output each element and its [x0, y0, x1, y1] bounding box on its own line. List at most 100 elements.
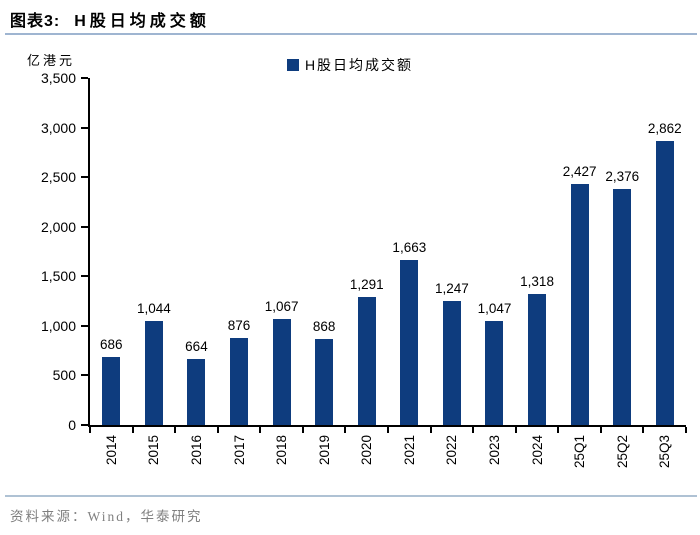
- x-axis-tick-mark: [259, 427, 262, 433]
- y-axis-unit-label: 亿港元: [27, 53, 76, 68]
- x-axis-category-label: 2022: [444, 435, 460, 466]
- bar-value-label: 1,247: [435, 281, 469, 296]
- bar-slot: 2,427 25Q1: [558, 78, 601, 468]
- y-axis-tick-mark: [81, 77, 88, 79]
- figure-number-label: 图表3:: [10, 13, 61, 30]
- bar-slot: 1,247 2022: [431, 78, 474, 465]
- bar-slot: 1,044 2015: [133, 78, 176, 465]
- legend: H股日均成交额: [0, 55, 700, 75]
- bar-2014: [102, 357, 121, 425]
- bar-value-label: 2,376: [605, 169, 640, 184]
- bar-2019: [315, 339, 334, 425]
- x-axis-tick-mark: [429, 427, 432, 433]
- bar-25Q2: [613, 189, 632, 425]
- y-axis-tick-label: 0: [68, 417, 76, 433]
- x-axis-tick-mark: [216, 427, 219, 433]
- x-axis-category-label: 25Q3: [657, 435, 673, 469]
- bar-value-label: 686: [100, 337, 123, 352]
- bar-value-label: 1,067: [264, 299, 299, 314]
- y-axis-tick-mark: [81, 126, 88, 129]
- bar-slot: 1,047 2023: [473, 78, 516, 465]
- y-axis-tick-label: 2,000: [40, 218, 76, 235]
- footer-divider: [5, 495, 697, 497]
- bar-slot: 1,067 2018: [260, 78, 303, 465]
- figure-title: H股日均成交额: [74, 13, 210, 30]
- y-axis-tick-label: 500: [52, 367, 76, 384]
- bar-slot: 2,862 25Q3: [644, 78, 687, 468]
- x-axis-category-label: 2023: [486, 435, 502, 466]
- bar-2021: [400, 260, 419, 425]
- figure-header: 图表3: H股日均成交额: [10, 7, 210, 31]
- bar-slot: 1,318 2024: [516, 78, 559, 465]
- bar-slot: 876 2017: [218, 78, 261, 465]
- bar-2022: [442, 301, 461, 425]
- bar-value-label: 1,318: [520, 274, 554, 289]
- bar-2016: [187, 359, 206, 425]
- x-axis-tick-mark: [642, 427, 645, 433]
- bar-value-label: 664: [185, 339, 208, 354]
- y-axis-tick-label: 2,500: [40, 169, 76, 186]
- bar-slot: 2,376 25Q2: [601, 78, 644, 468]
- bar-value-label: 1,044: [136, 301, 171, 316]
- x-axis-category-label: 2021: [401, 435, 417, 466]
- x-axis-tick-mark: [131, 427, 134, 433]
- x-axis-category-label: 25Q1: [572, 435, 588, 469]
- bar-2020: [357, 297, 376, 425]
- bar-slot: 664 2016: [175, 78, 218, 465]
- bar-slot: 686 2014: [90, 78, 133, 465]
- bar-slot: 868 2019: [303, 78, 346, 465]
- bar-value-label: 868: [312, 319, 336, 334]
- y-axis-tick-label: 3,500: [40, 70, 76, 86]
- y-axis-tick-mark: [81, 275, 88, 278]
- y-axis-tick-label: 3,000: [40, 119, 76, 136]
- x-axis-tick-mark: [89, 427, 91, 433]
- header-divider: [5, 33, 697, 35]
- x-axis-category-label: 2015: [146, 435, 162, 466]
- source-note: 资料来源：Wind，华泰研究: [10, 509, 203, 524]
- legend-swatch-icon: [286, 59, 299, 71]
- x-axis-tick-mark: [514, 427, 517, 433]
- bar-2017: [230, 338, 249, 425]
- bar-2015: [144, 321, 163, 425]
- legend-label: H股日均成交额: [304, 57, 414, 73]
- y-axis-tick-label: 1,000: [40, 317, 76, 334]
- bar-slots: 686 2014 1,044 2015 664 2016 876 2017 1,067 2018 8…: [90, 78, 687, 468]
- bar-2023: [485, 321, 504, 425]
- x-axis-category-label: 2024: [529, 435, 545, 466]
- bar-slot: 1,663 2021: [388, 78, 431, 465]
- bar-value-label: 1,663: [392, 240, 427, 255]
- y-axis-tick-mark: [81, 225, 88, 228]
- y-axis-tick-mark: [81, 324, 88, 327]
- bar-2018: [272, 319, 291, 425]
- x-axis-category-label: 2019: [316, 435, 332, 466]
- y-axis-tick-label: 1,500: [40, 268, 76, 285]
- bar-value-label: 2,427: [562, 164, 597, 179]
- x-axis-tick-mark: [599, 427, 602, 433]
- x-axis-category-label: 2017: [231, 435, 247, 466]
- x-axis-category-label: 2018: [274, 435, 290, 466]
- y-axis-tick-mark: [81, 176, 88, 179]
- y-axis-tick-mark: [81, 374, 88, 377]
- x-axis-tick-mark: [344, 427, 347, 433]
- bar-value-label: 1,047: [477, 301, 512, 316]
- x-axis-tick-mark: [472, 427, 475, 433]
- x-axis-category-label: 2016: [188, 435, 204, 466]
- x-axis-tick-mark: [174, 427, 177, 433]
- x-axis-category-label: 25Q2: [614, 435, 630, 469]
- bar-value-label: 2,862: [647, 121, 682, 136]
- x-axis-tick-mark: [301, 427, 304, 433]
- y-axis-tick-mark: [81, 424, 88, 426]
- x-axis-tick-mark: [387, 427, 389, 433]
- bar-chart-plot-area: 686 2014 1,044 2015 664 2016 876 2017 1,067 2018 8…: [41, 70, 687, 468]
- x-axis-tick-mark: [685, 427, 687, 433]
- x-axis-category-label: 2020: [359, 435, 375, 466]
- bar-25Q3: [655, 141, 674, 425]
- bar-value-label: 876: [227, 318, 251, 333]
- bar-slot: 1,291 2020: [345, 78, 388, 465]
- x-axis-category-label: 2014: [103, 435, 119, 466]
- x-axis-tick-mark: [557, 427, 560, 433]
- bar-2024: [528, 294, 547, 425]
- bar-25Q1: [570, 184, 589, 425]
- bar-value-label: 1,291: [349, 277, 384, 292]
